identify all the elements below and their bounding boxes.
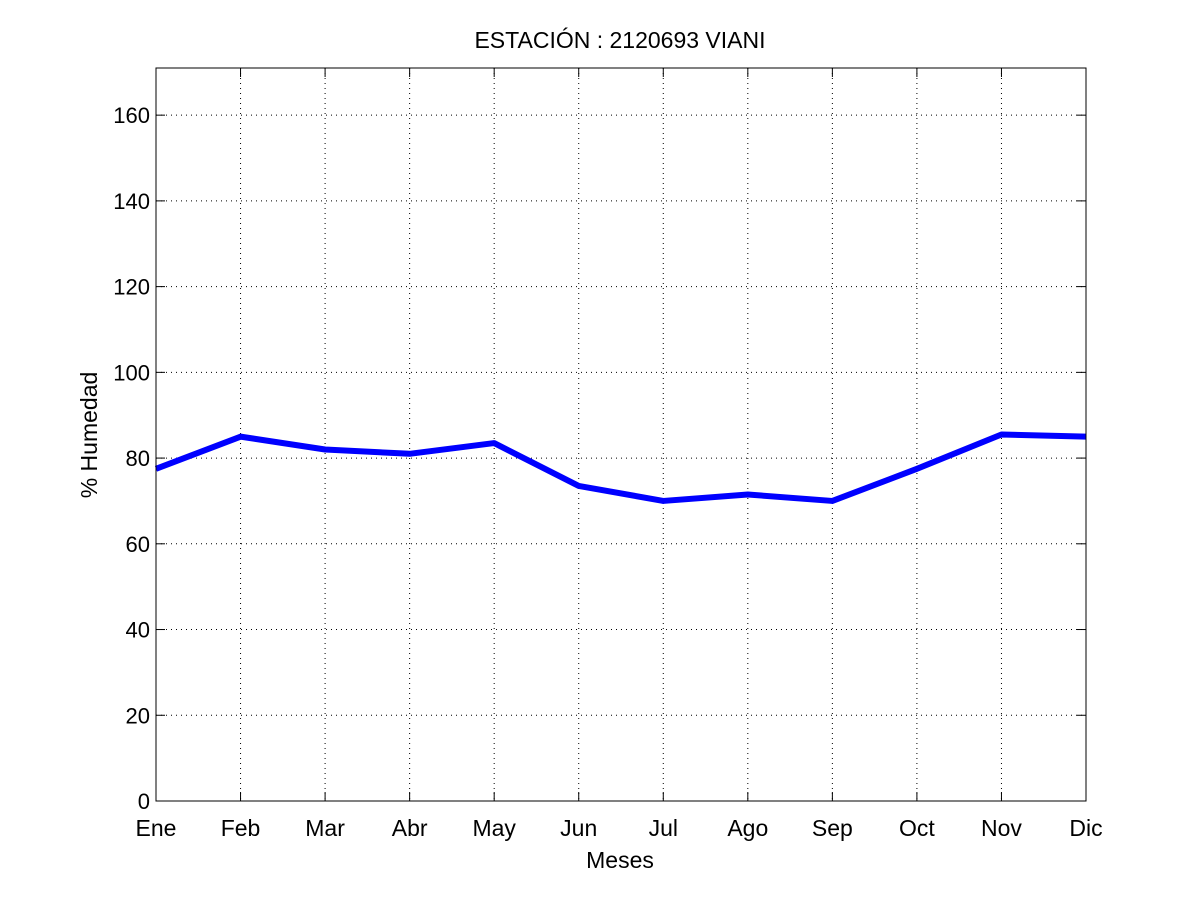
y-tick-label: 100 (113, 360, 150, 385)
x-tick-label: Jul (649, 815, 678, 841)
y-tick-label: 80 (126, 446, 150, 471)
plot-frame (155, 67, 1087, 802)
x-tick-label: Oct (899, 815, 935, 841)
x-tick-label: Abr (392, 815, 428, 841)
x-tick-label: Ago (727, 815, 768, 841)
chart-title: ESTACIÓN : 2120693 VIANI (474, 27, 765, 53)
x-tick-label: Mar (305, 815, 345, 841)
x-tick-label: Jun (560, 815, 597, 841)
series-layer (154, 431, 1087, 504)
x-tick-labels: Ene Feb Mar Abr May Jun Jul Ago Sep Oct Nov Dic (136, 815, 1103, 841)
y-tick-label: 40 (126, 618, 150, 643)
x-tick-label: Ene (136, 815, 177, 841)
x-tick-label: Feb (221, 815, 261, 841)
x-tick-label: Nov (981, 815, 1022, 841)
x-tick-label: Dic (1069, 815, 1102, 841)
y-tick-label: 160 (113, 103, 150, 128)
y-tick-label: 60 (126, 532, 150, 557)
x-axis-label: Meses (586, 847, 654, 873)
y-tick-labels: 0 20 40 60 80 100 120 140 160 (113, 103, 150, 814)
y-tick-label: 120 (113, 275, 150, 300)
y-axis-label: % Humedad (76, 372, 102, 499)
plot-area (156, 68, 1086, 801)
y-tick-label: 20 (126, 703, 150, 728)
x-tick-label: Sep (812, 815, 853, 841)
series-line (154, 431, 1087, 504)
grid (156, 68, 1086, 801)
y-tick-label: 0 (138, 789, 150, 814)
y-tick-label: 140 (113, 189, 150, 214)
x-tick-label: May (472, 815, 516, 841)
